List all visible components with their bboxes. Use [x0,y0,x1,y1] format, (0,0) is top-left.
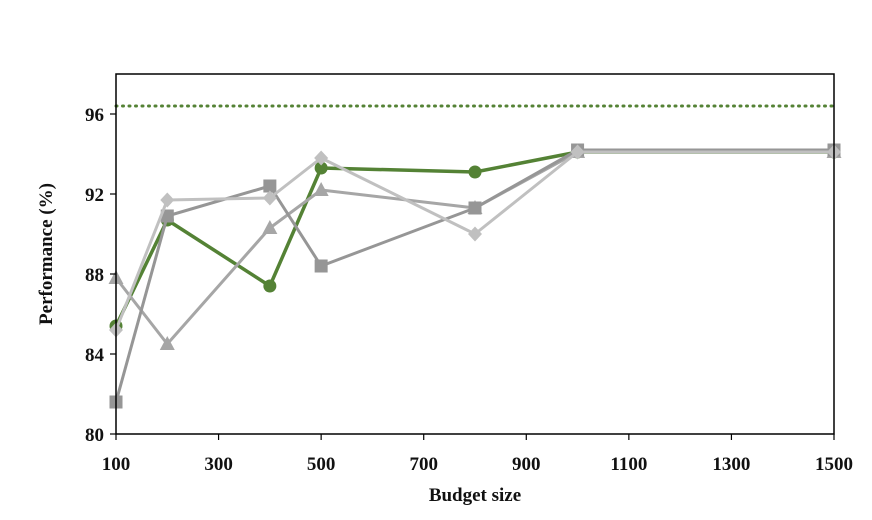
series-3 [109,143,841,409]
x-tick-label: 100 [102,454,131,475]
x-tick-label: 500 [307,454,336,475]
x-tick-label: 900 [512,454,541,475]
series-1-point [263,279,277,293]
y-tick-label: 80 [85,425,104,446]
series-layer [108,143,842,409]
x-tick-label: 1100 [610,454,647,475]
series-4-point [262,190,277,206]
y-tick-label: 88 [85,265,104,286]
x-tick-label: 1500 [815,454,853,475]
series-3-line [114,148,834,403]
series-2-point [313,182,329,196]
series-2-point [262,220,278,234]
series-4-point [160,192,175,208]
x-axis-title: Budget size [429,485,521,506]
series-2-point [159,336,175,350]
plot-area-frame [115,73,835,435]
series-1-point [314,161,328,175]
y-tick-label: 92 [85,185,104,206]
series-1-point [468,165,482,179]
y-tick-label: 84 [85,345,105,366]
x-tick-label: 300 [204,454,233,475]
y-axis-title: Performance (%) [36,183,57,325]
series-3-point [314,259,328,273]
x-tick-label: 1300 [712,454,750,475]
series-3-point [468,201,482,215]
x-tick-label: 700 [409,454,438,475]
series-2-line [114,150,834,346]
y-tick-label: 96 [85,105,104,126]
series-3-point [160,209,174,223]
series-4-point [468,226,482,242]
series-4-point [314,150,329,166]
series-3-point [263,179,277,193]
series-4-point [570,144,585,160]
axis-ticks: 100 300 500 700 900 1100 1300 1500 80 84 88 92 96 [85,105,853,475]
